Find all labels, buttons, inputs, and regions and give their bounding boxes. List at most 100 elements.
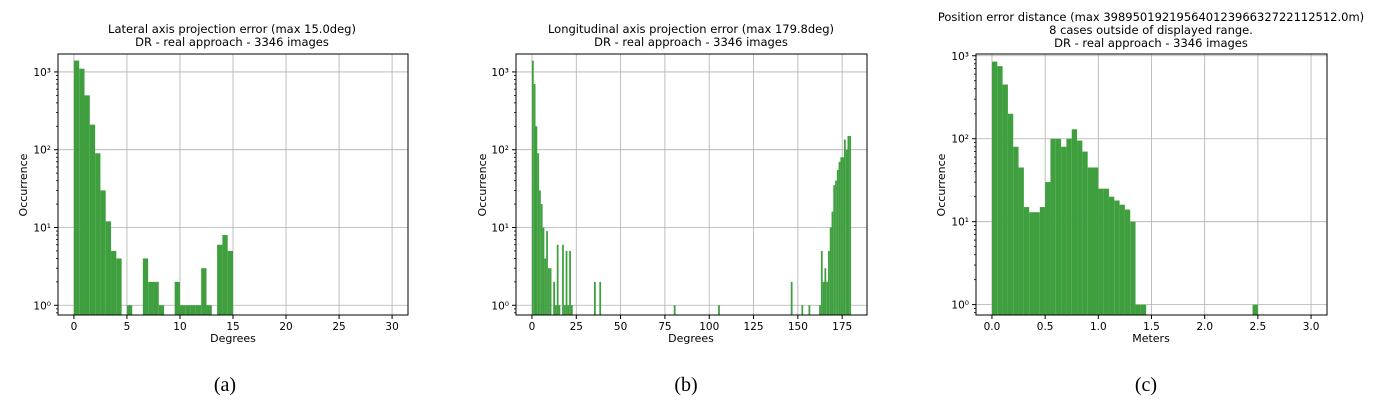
histogram-bar [1018, 167, 1024, 315]
y-axis-label: Occurrence [935, 153, 948, 216]
bars [73, 60, 233, 315]
histogram-bar [826, 281, 828, 315]
x-tick-label: 25 [332, 321, 345, 333]
histogram-bar [1050, 138, 1056, 315]
histogram-bar [206, 305, 212, 315]
histogram-bar [1124, 209, 1131, 315]
histogram-bar [89, 124, 96, 315]
histogram-bar [1140, 304, 1147, 315]
y-tick-label: 10¹ [951, 217, 969, 229]
histogram-bar [1087, 167, 1093, 315]
chart-title: Position error distance (max 39895019219… [938, 10, 1364, 24]
histogram-bar [547, 268, 550, 315]
grid [516, 54, 867, 315]
histogram-bar [718, 305, 720, 315]
histogram-bar [819, 305, 821, 315]
y-tick-label: 10³ [491, 67, 509, 79]
histogram-bar [563, 305, 566, 315]
histogram-bar [531, 60, 534, 315]
histogram-bar [539, 190, 541, 315]
histogram-bar [838, 161, 841, 315]
histogram-bar [835, 180, 837, 315]
x-axis-label: Degrees [668, 332, 714, 345]
histogram-bar [1013, 146, 1019, 315]
chart-longitudinal: Longitudinal axis projection error (max … [476, 22, 868, 396]
chart-subtitle: DR - real approach - 3346 images [135, 35, 329, 49]
x-tick-label: 5 [124, 321, 131, 333]
histogram-bar [824, 268, 827, 315]
histogram-bar [95, 153, 101, 315]
histogram-bar [845, 149, 848, 315]
x-tick-label: 75 [658, 321, 671, 333]
chart-subtitle: DR - real approach - 3346 images [594, 35, 788, 49]
histogram-bar [1034, 212, 1040, 315]
histogram-bar [111, 250, 117, 315]
x-tick-label: 0.5 [1037, 321, 1054, 333]
x-tick-label: 30 [385, 321, 398, 333]
histogram-bar [1007, 113, 1014, 316]
bars [531, 60, 852, 316]
histogram-bar [836, 169, 839, 315]
histogram-bar [1077, 140, 1083, 315]
histogram-bar [105, 221, 112, 315]
histogram-bar [222, 235, 228, 315]
chart-lateral: Lateral axis projection error (max 15.0d… [17, 22, 409, 396]
histogram-bar [1114, 200, 1120, 315]
x-tick-label: 1.5 [1143, 321, 1160, 333]
histogram-bar [1093, 167, 1099, 315]
histogram-bar [158, 305, 165, 315]
histogram-bar [831, 211, 834, 315]
histogram-bar [185, 305, 191, 315]
histogram-bar [174, 281, 180, 315]
histogram-bar [533, 83, 536, 315]
y-tick-label: 10⁰ [951, 300, 969, 312]
histogram-bar [1082, 151, 1088, 315]
histogram-bar [153, 281, 159, 315]
x-tick-label: 2.0 [1196, 321, 1213, 333]
histogram-bar [1023, 207, 1030, 315]
histogram-bar [570, 305, 573, 315]
histogram-bar [565, 250, 568, 315]
histogram-bar [849, 136, 852, 315]
histogram-bar [79, 68, 85, 315]
x-axis-label: Degrees [210, 332, 256, 345]
x-tick-label: 150 [788, 321, 808, 333]
y-tick-label: 10¹ [33, 222, 51, 234]
y-axis: 10⁰ 10¹ 10² 10³ [491, 67, 516, 314]
histogram-bar [195, 305, 202, 315]
histogram-bar [201, 268, 207, 315]
histogram-bar [673, 305, 676, 315]
x-axis-label: Meters [1132, 332, 1170, 345]
chart-subtitle: 8 cases outside of displayed range. [1049, 23, 1253, 37]
grid [58, 54, 408, 315]
histogram-bar [558, 305, 561, 315]
chart-title: Longitudinal axis projection error (max … [548, 22, 834, 36]
x-tick-label: 100 [699, 321, 719, 333]
x-tick-label: 15 [226, 321, 239, 333]
histogram-bar [1098, 188, 1104, 315]
y-tick-label: 10⁰ [33, 300, 51, 312]
caption-c: (c) [1135, 374, 1157, 396]
histogram-bar [1103, 188, 1109, 315]
y-tick-label: 10¹ [491, 222, 509, 234]
histogram-bar [997, 66, 1003, 315]
x-tick-label: 10 [173, 321, 186, 333]
histogram-bar [227, 250, 233, 315]
x-tick-label: 50 [614, 321, 627, 333]
x-tick-label: 3.0 [1303, 321, 1320, 333]
histogram-bar [840, 157, 843, 315]
y-tick-label: 10² [951, 134, 969, 146]
y-tick-label: 10³ [33, 67, 51, 79]
y-axis-label: Occurrence [17, 153, 30, 216]
histogram-bar [1130, 221, 1136, 315]
histogram-bar [1039, 207, 1046, 315]
x-axis: 0 5 10 15 20 25 30 [71, 315, 399, 333]
histogram-bar [535, 126, 538, 316]
histogram-bar [1061, 146, 1067, 315]
plot-frame [515, 53, 868, 316]
caption-b: (b) [674, 374, 697, 396]
histogram-bar [73, 60, 80, 315]
histogram-bar [540, 204, 543, 315]
histogram-bar [84, 95, 90, 315]
